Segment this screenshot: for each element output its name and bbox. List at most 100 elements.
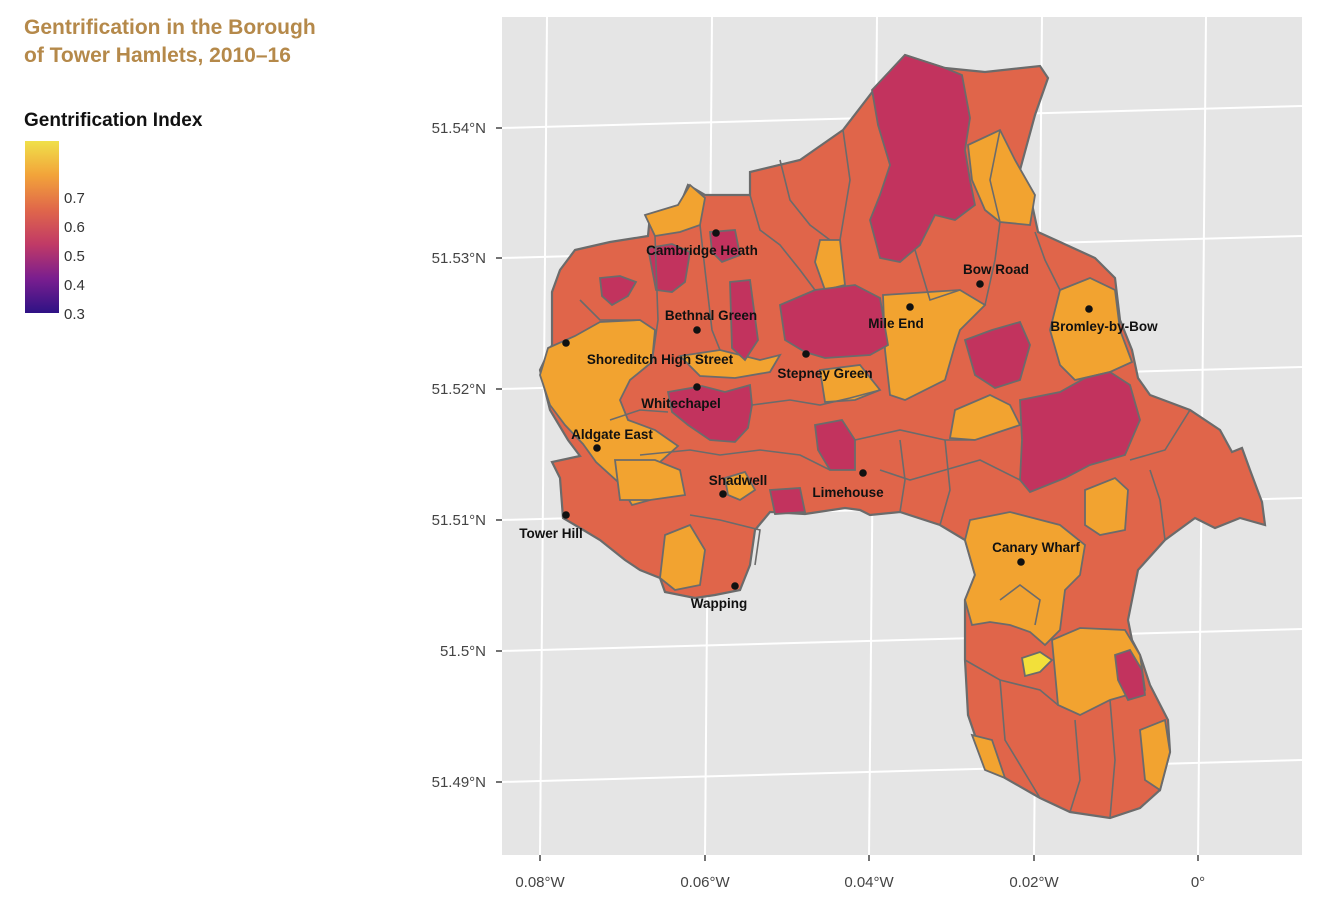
- ward-line: [1149, 469, 1166, 541]
- station-dot: [906, 303, 914, 311]
- region-victoria-park: [869, 53, 976, 263]
- ward-line: [984, 129, 1001, 306]
- ward-line: [939, 439, 951, 526]
- x-tick-label: 0.08°W: [515, 874, 565, 891]
- station-canary-wharf: Canary Wharf: [992, 540, 1080, 566]
- ward-line: [751, 389, 881, 406]
- region-limehouse-south: [723, 470, 757, 502]
- region-isle-of-dogs: [964, 511, 1086, 647]
- ward-line: [1034, 231, 1061, 291]
- station-dot: [1085, 305, 1093, 313]
- ward-line: [879, 459, 1021, 481]
- legend-tick-0.3: 0.3: [64, 306, 85, 323]
- station-whitechapel: Whitechapel: [641, 383, 721, 411]
- station-label: Bow Road: [963, 262, 1029, 277]
- region-wapping-west: [659, 523, 706, 591]
- station-label: Mile End: [868, 316, 924, 331]
- station-label: Wapping: [691, 596, 748, 611]
- legend-body: 0.7 0.6 0.5 0.4 0.3: [24, 141, 202, 323]
- station-cambridge-heath: Cambridge Heath: [646, 229, 758, 258]
- stations: Cambridge Heath Bow Road Bethnal Green M…: [519, 229, 1158, 611]
- region-bethnal-east: [729, 279, 759, 362]
- y-tick-label: 51.51°N: [432, 512, 486, 529]
- station-label: Aldgate East: [571, 427, 653, 442]
- legend: Gentrification Index 0.7 0.6 0.5 0.4 0.3: [24, 110, 203, 323]
- station-label: Shoreditch High Street: [587, 352, 734, 367]
- ward-line: [609, 409, 669, 421]
- region-stepney: [818, 364, 882, 403]
- title-line-2: of Tower Hamlets, 2010–16: [24, 44, 291, 67]
- y-tick-label: 51.49°N: [432, 774, 486, 791]
- station-label: Bromley-by-Bow: [1050, 319, 1158, 334]
- ward-line: [651, 235, 659, 363]
- high-index-areas: [539, 128, 1171, 792]
- station-dot: [719, 490, 727, 498]
- station-bethnal-green: Bethnal Green: [665, 308, 757, 334]
- station-stepney-green: Stepney Green: [777, 350, 873, 381]
- ward-line: [899, 439, 906, 513]
- station-tower-hill: Tower Hill: [519, 511, 583, 541]
- region-blackwall-east: [1114, 648, 1146, 702]
- ward-line: [779, 159, 831, 241]
- station-dot: [712, 229, 720, 237]
- low-index-areas: [599, 53, 1146, 702]
- station-dot: [562, 511, 570, 519]
- station-label: Canary Wharf: [992, 540, 1080, 555]
- station-mile-end: Mile End: [868, 303, 924, 331]
- region-central-east: [948, 394, 1022, 441]
- station-dot: [731, 582, 739, 590]
- station-label: Stepney Green: [777, 366, 872, 381]
- station-wapping: Wapping: [691, 582, 748, 611]
- ward-line: [639, 449, 831, 471]
- ward-line: [689, 514, 761, 566]
- station-bromley-by-bow: Bromley-by-Bow: [1050, 305, 1158, 334]
- region-millwall: [970, 733, 1007, 780]
- region-tower-hill: [613, 459, 687, 501]
- ward-line: [854, 429, 975, 441]
- station-label: Bethnal Green: [665, 308, 757, 323]
- region-cubitt-town: [1139, 718, 1171, 792]
- ward-line: [1109, 699, 1116, 819]
- legend-title: Gentrification Index: [24, 110, 203, 131]
- station-dot: [976, 280, 984, 288]
- y-tick-marks: [496, 127, 502, 783]
- station-limehouse: Limehouse: [812, 469, 884, 500]
- peak-index-area: [1020, 651, 1054, 678]
- ward-line: [1129, 409, 1191, 461]
- legend-tick-0.5: 0.5: [64, 248, 85, 265]
- y-tick-label: 51.54°N: [432, 120, 486, 137]
- x-tick-label: 0°: [1191, 874, 1205, 891]
- ward-line: [999, 679, 1041, 799]
- station-dot: [1017, 558, 1025, 566]
- station-label: Limehouse: [812, 485, 884, 500]
- region-whitechapel-band: [678, 349, 782, 379]
- parallel-51.5N: [501, 628, 1303, 652]
- region-cambridge-heath: [646, 243, 692, 293]
- ward-line: [1069, 719, 1081, 813]
- station-label: Whitechapel: [641, 396, 721, 411]
- station-shadwell: Shadwell: [709, 473, 768, 498]
- region-stepney-north: [779, 284, 889, 359]
- region-poplar-north: [963, 320, 1031, 389]
- region-shoreditch-west: [539, 319, 680, 507]
- region-east-north: [967, 128, 1036, 226]
- station-bow-road: Bow Road: [963, 262, 1029, 288]
- station-dot: [802, 350, 810, 358]
- legend-tick-0.6: 0.6: [64, 219, 85, 236]
- station-label: Shadwell: [709, 473, 768, 488]
- station-dot: [693, 383, 701, 391]
- ward-line: [999, 584, 1041, 626]
- ward-boundaries: [579, 129, 1191, 819]
- region-hackney-edge: [643, 183, 706, 237]
- station-dot: [562, 339, 570, 347]
- region-whitechapel: [666, 383, 753, 443]
- legend-tick-0.7: 0.7: [64, 190, 85, 207]
- x-axis: 0.08°W 0.06°W 0.04°W 0.02°W 0°: [515, 855, 1205, 891]
- station-label: Cambridge Heath: [646, 243, 758, 258]
- title-line-1: Gentrification in the Borough: [24, 16, 316, 39]
- region-limehouse-west: [768, 487, 807, 515]
- legend-colorbar: [25, 141, 59, 313]
- region-weavers: [599, 275, 638, 307]
- ward-line: [579, 299, 640, 321]
